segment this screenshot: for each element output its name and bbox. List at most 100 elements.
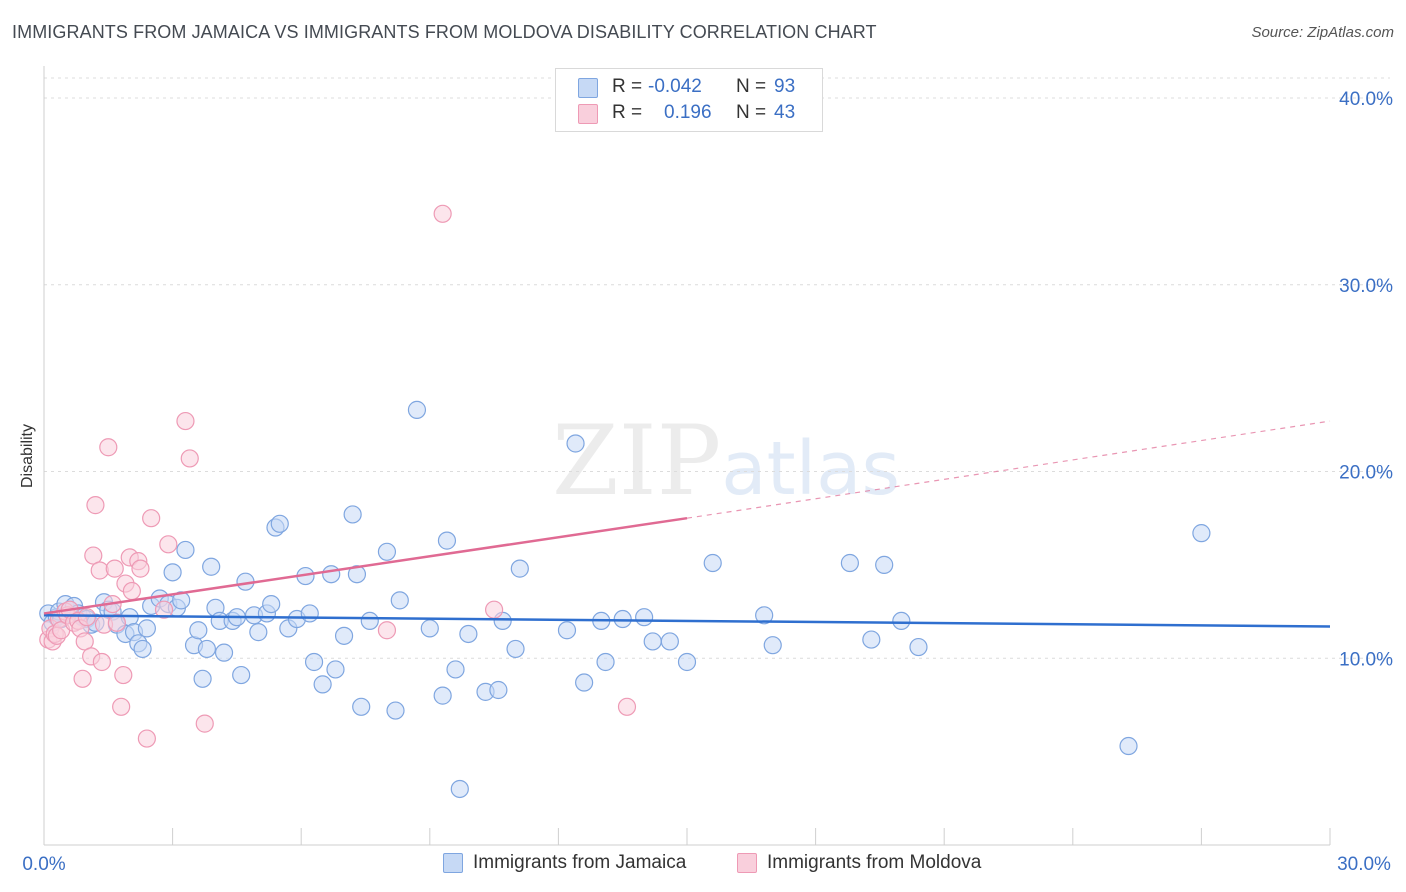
moldova-point (176, 411, 195, 431)
y-tick-label: 20.0% (1339, 463, 1393, 484)
jamaica-point (433, 686, 452, 705)
moldova-point (107, 613, 126, 632)
source-label: Source: ZipAtlas.com (1251, 24, 1394, 41)
jamaica-point (262, 594, 281, 614)
jamaica-point (755, 606, 774, 625)
jamaica-point (343, 505, 362, 524)
jamaica-point (202, 557, 221, 576)
jamaica-point (613, 609, 632, 629)
moldova-point (92, 652, 111, 672)
jamaica-point (420, 619, 439, 638)
watermark: ZIPatlas (552, 405, 900, 517)
moldova-point (159, 535, 178, 554)
jamaica-point (1192, 524, 1211, 543)
bottom-legend-swatch-jamaica (443, 853, 463, 873)
legend-n-value: 43 (774, 102, 796, 123)
moldova-point (90, 561, 109, 580)
jamaica-point (506, 639, 525, 659)
jamaica-point (347, 565, 367, 584)
chart-title: IMMIGRANTS FROM JAMAICA VS IMMIGRANTS FR… (12, 22, 877, 42)
moldova-point (154, 600, 174, 619)
jamaica-point (407, 400, 427, 419)
moldova-point (75, 632, 94, 651)
legend-r-value: 0.196 (664, 102, 712, 123)
y-tick-label: 10.0% (1339, 649, 1393, 670)
jamaica-point (677, 652, 697, 672)
x-tick-label: 30.0% (1337, 854, 1391, 875)
jamaica-point (386, 701, 405, 720)
y-tick-label: 30.0% (1339, 276, 1393, 297)
jamaica-point (390, 591, 409, 610)
moldova-point (433, 204, 452, 223)
moldova-point (99, 438, 118, 457)
moldova-point (105, 559, 124, 578)
jamaica-point (193, 669, 212, 688)
correlation-legend: R = -0.042 N = 93 R = 0.196 N = 43 (555, 68, 823, 132)
moldova-point (377, 621, 397, 640)
moldova-point (180, 449, 199, 468)
jamaica-trend-line (43, 614, 1331, 628)
moldova-point (73, 669, 92, 688)
legend-n-label: N = (736, 76, 767, 97)
bottom-legend-label-moldova: Immigrants from Moldova (767, 852, 982, 873)
moldova-point (84, 546, 103, 565)
legend-r-label: R = (612, 76, 643, 97)
legend-r-label: R = (612, 102, 643, 123)
jamaica-point (232, 665, 251, 685)
moldova-point (86, 496, 105, 515)
moldova-point (77, 608, 96, 627)
jamaica-point (133, 639, 152, 659)
watermark-atlas: atlas (721, 426, 901, 512)
jamaica-point (489, 680, 508, 700)
jamaica-point (313, 675, 332, 694)
legend-n-label: N = (736, 102, 767, 123)
jamaica-point (763, 636, 782, 655)
jamaica-point (557, 621, 577, 640)
legend-swatch-jamaica (578, 78, 598, 98)
jamaica-point (322, 565, 341, 584)
jamaica-point (635, 608, 654, 627)
moldova-point (142, 509, 161, 528)
jamaica-point (909, 637, 928, 657)
legend-swatch-moldova (578, 104, 598, 124)
jamaica-point (197, 639, 216, 659)
x-tick-label: 0.0% (22, 854, 65, 875)
jamaica-point (643, 632, 662, 651)
y-tick-label: 40.0% (1339, 89, 1393, 110)
jamaica-point (510, 559, 529, 578)
moldova-point (195, 714, 214, 733)
legend-r-value: -0.042 (648, 76, 702, 97)
legend-n-value: 93 (774, 76, 796, 97)
jamaica-point (862, 630, 881, 649)
jamaica-point (566, 434, 585, 453)
moldova-point (114, 665, 133, 685)
bottom-legend-label-jamaica: Immigrants from Jamaica (473, 852, 687, 873)
jamaica-point (137, 619, 156, 638)
jamaica-point (450, 779, 469, 799)
jamaica-point (304, 652, 324, 672)
jamaica-point (352, 697, 371, 716)
jamaica-point (892, 611, 911, 631)
jamaica-point (360, 611, 379, 631)
jamaica-point (840, 553, 859, 573)
jamaica-point (575, 673, 594, 692)
jamaica-point (875, 555, 894, 574)
moldova-point (137, 729, 156, 748)
jamaica-point (596, 652, 615, 672)
jamaica-point (660, 632, 679, 651)
jamaica-point (437, 531, 457, 550)
jamaica-point (214, 643, 234, 662)
jamaica-point (334, 626, 354, 645)
jamaica-point (1119, 736, 1138, 756)
moldova-point (131, 559, 150, 578)
jamaica-point (446, 660, 465, 679)
jamaica-point (189, 621, 208, 640)
moldova-point (617, 697, 637, 716)
moldova-trend-line (43, 516, 688, 615)
watermark-zip: ZIP (552, 405, 722, 517)
moldova-trend-extension (686, 420, 1331, 519)
jamaica-point (249, 623, 268, 642)
jamaica-point (270, 514, 289, 533)
jamaica-point (176, 540, 195, 560)
